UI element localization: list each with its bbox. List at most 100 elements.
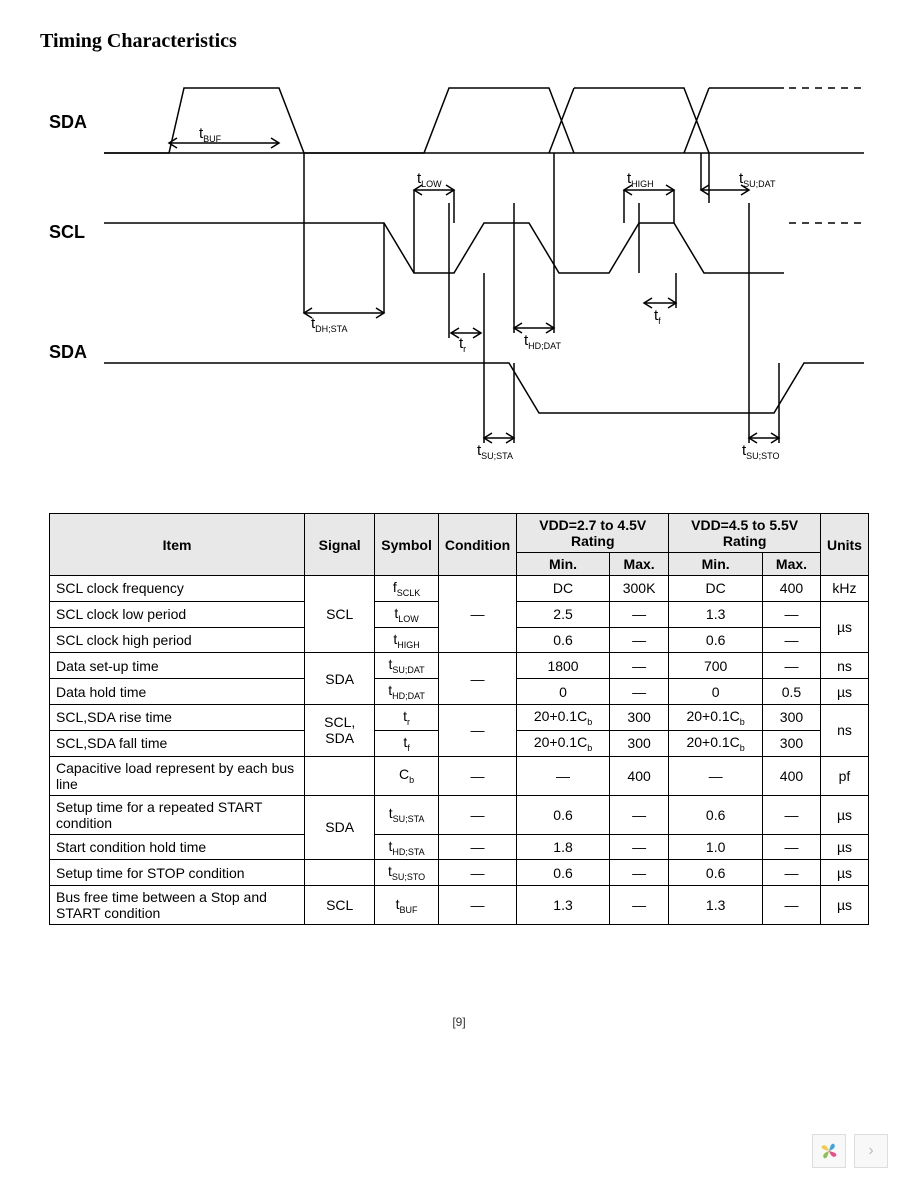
table-row: Setup time for STOP conditiontSU;STO—0.6… xyxy=(50,860,869,886)
next-page-button[interactable]: › xyxy=(854,1134,888,1168)
cell-v2max: 0.5 xyxy=(763,679,821,705)
cell-symbol: tHIGH xyxy=(375,627,439,653)
cell-v1max: 300 xyxy=(609,704,668,730)
cell-symbol: Cb xyxy=(375,756,439,795)
cell-units: µs xyxy=(820,834,868,860)
page-number: [9] xyxy=(40,1015,878,1029)
cell-item: Capacitive load represent by each bus li… xyxy=(50,756,305,795)
cell-v1max: 300 xyxy=(609,730,668,756)
signal-label-sda2: SDA xyxy=(49,342,87,362)
th-signal: Signal xyxy=(305,514,375,576)
cell-v1max: — xyxy=(609,627,668,653)
table-row: SCL clock frequencySCLfSCLK—DC300KDC400k… xyxy=(50,576,869,602)
cell-v2max: 400 xyxy=(763,576,821,602)
cell-symbol: tr xyxy=(375,704,439,730)
cell-v2max: 300 xyxy=(763,730,821,756)
cell-item: SCL,SDA rise time xyxy=(50,704,305,730)
cell-v1min: 1800 xyxy=(517,653,610,679)
cell-units: µs xyxy=(820,860,868,886)
cell-v2max: — xyxy=(763,860,821,886)
signal-label-sda1: SDA xyxy=(49,112,87,132)
cell-symbol: fSCLK xyxy=(375,576,439,602)
cell-v1max: — xyxy=(609,886,668,925)
logo-icon[interactable] xyxy=(812,1134,846,1168)
svg-text:tBUF: tBUF xyxy=(199,125,222,144)
cell-item: Bus free time between a Stop and START c… xyxy=(50,886,305,925)
cell-v1min: DC xyxy=(517,576,610,602)
table-row: Bus free time between a Stop and START c… xyxy=(50,886,869,925)
cell-symbol: tSU;DAT xyxy=(375,653,439,679)
cell-v1max: — xyxy=(609,860,668,886)
cell-symbol: tSU;STO xyxy=(375,860,439,886)
cell-item: Setup time for a repeated START conditio… xyxy=(50,795,305,834)
cell-units: µs xyxy=(820,886,868,925)
cell-units: ns xyxy=(820,653,868,679)
cell-v1max: — xyxy=(609,679,668,705)
th-condition: Condition xyxy=(438,514,516,576)
table-row: Setup time for a repeated START conditio… xyxy=(50,795,869,834)
cell-condition: — xyxy=(438,795,516,834)
cell-v2min: — xyxy=(669,756,763,795)
cell-v2max: — xyxy=(763,653,821,679)
signal-label-scl: SCL xyxy=(49,222,85,242)
svg-text:tf: tf xyxy=(654,307,661,326)
cell-signal: SCL, SDA xyxy=(305,704,375,756)
cell-symbol: tHD;DAT xyxy=(375,679,439,705)
cell-v2max: 300 xyxy=(763,704,821,730)
table-row: Data set-up timeSDAtSU;DAT—1800—700—ns xyxy=(50,653,869,679)
cell-condition: — xyxy=(438,576,516,653)
cell-v1min: 20+0.1Cb xyxy=(517,730,610,756)
svg-text:tHIGH: tHIGH xyxy=(627,170,654,189)
cell-v2max: — xyxy=(763,795,821,834)
th-max2: Max. xyxy=(763,553,821,576)
cell-v1max: 400 xyxy=(609,756,668,795)
cell-v2min: 1.0 xyxy=(669,834,763,860)
cell-v2min: 1.3 xyxy=(669,886,763,925)
th-vdd1: VDD=2.7 to 4.5V Rating xyxy=(517,514,669,553)
footer-controls: › xyxy=(812,1134,888,1168)
cell-v1min: 1.3 xyxy=(517,886,610,925)
th-min2: Min. xyxy=(669,553,763,576)
th-units: Units xyxy=(820,514,868,576)
page-title: Timing Characteristics xyxy=(40,30,878,53)
cell-symbol: tHD;STA xyxy=(375,834,439,860)
svg-text:tDH;STA: tDH;STA xyxy=(311,315,348,334)
svg-text:tHD;DAT: tHD;DAT xyxy=(524,332,562,351)
cell-condition: — xyxy=(438,653,516,705)
cell-v1max: — xyxy=(609,653,668,679)
cell-v2max: — xyxy=(763,886,821,925)
cell-v1min: 2.5 xyxy=(517,601,610,627)
cell-v2min: 20+0.1Cb xyxy=(669,704,763,730)
cell-condition: — xyxy=(438,886,516,925)
cell-v1max: 300K xyxy=(609,576,668,602)
cell-item: SCL clock high period xyxy=(50,627,305,653)
cell-item: Setup time for STOP condition xyxy=(50,860,305,886)
cell-v1min: 0 xyxy=(517,679,610,705)
cell-v1max: — xyxy=(609,795,668,834)
cell-v2min: 0.6 xyxy=(669,860,763,886)
cell-item: Data set-up time xyxy=(50,653,305,679)
cell-v2min: 1.3 xyxy=(669,601,763,627)
th-vdd2: VDD=4.5 to 5.5V Rating xyxy=(669,514,821,553)
cell-v2max: — xyxy=(763,627,821,653)
cell-item: SCL,SDA fall time xyxy=(50,730,305,756)
cell-v1min: 1.8 xyxy=(517,834,610,860)
cell-v1min: 0.6 xyxy=(517,627,610,653)
cell-v1max: — xyxy=(609,834,668,860)
cell-item: Start condition hold time xyxy=(50,834,305,860)
cell-v2min: 0.6 xyxy=(669,795,763,834)
cell-condition: — xyxy=(438,860,516,886)
cell-v2min: 0 xyxy=(669,679,763,705)
cell-units: µs xyxy=(820,601,868,653)
cell-v1min: 0.6 xyxy=(517,860,610,886)
cell-symbol: tBUF xyxy=(375,886,439,925)
cell-item: SCL clock low period xyxy=(50,601,305,627)
th-symbol: Symbol xyxy=(375,514,439,576)
cell-v1min: 20+0.1Cb xyxy=(517,704,610,730)
cell-units: kHz xyxy=(820,576,868,602)
cell-condition: — xyxy=(438,704,516,756)
cell-v2max: — xyxy=(763,601,821,627)
cell-signal: SCL xyxy=(305,886,375,925)
cell-v2min: 20+0.1Cb xyxy=(669,730,763,756)
th-max1: Max. xyxy=(609,553,668,576)
